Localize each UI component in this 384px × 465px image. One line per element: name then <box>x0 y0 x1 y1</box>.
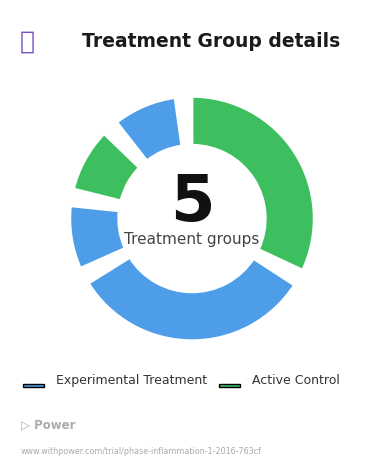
Text: 5: 5 <box>170 172 214 234</box>
Text: 👥: 👥 <box>19 30 35 54</box>
Text: Active Control: Active Control <box>252 374 339 387</box>
Wedge shape <box>117 98 182 161</box>
Text: Treatment groups: Treatment groups <box>124 232 260 247</box>
Text: ▷ Power: ▷ Power <box>21 418 76 432</box>
Text: Treatment Group details: Treatment Group details <box>82 33 340 51</box>
FancyBboxPatch shape <box>23 384 44 387</box>
FancyBboxPatch shape <box>219 384 240 387</box>
Wedge shape <box>192 96 314 270</box>
Wedge shape <box>73 134 139 201</box>
Text: www.withpower.com/trial/phase-inflammation-1-2016-763cf: www.withpower.com/trial/phase-inflammati… <box>21 446 262 456</box>
Text: Experimental Treatment: Experimental Treatment <box>56 374 207 387</box>
Wedge shape <box>88 258 295 341</box>
Wedge shape <box>70 206 125 268</box>
